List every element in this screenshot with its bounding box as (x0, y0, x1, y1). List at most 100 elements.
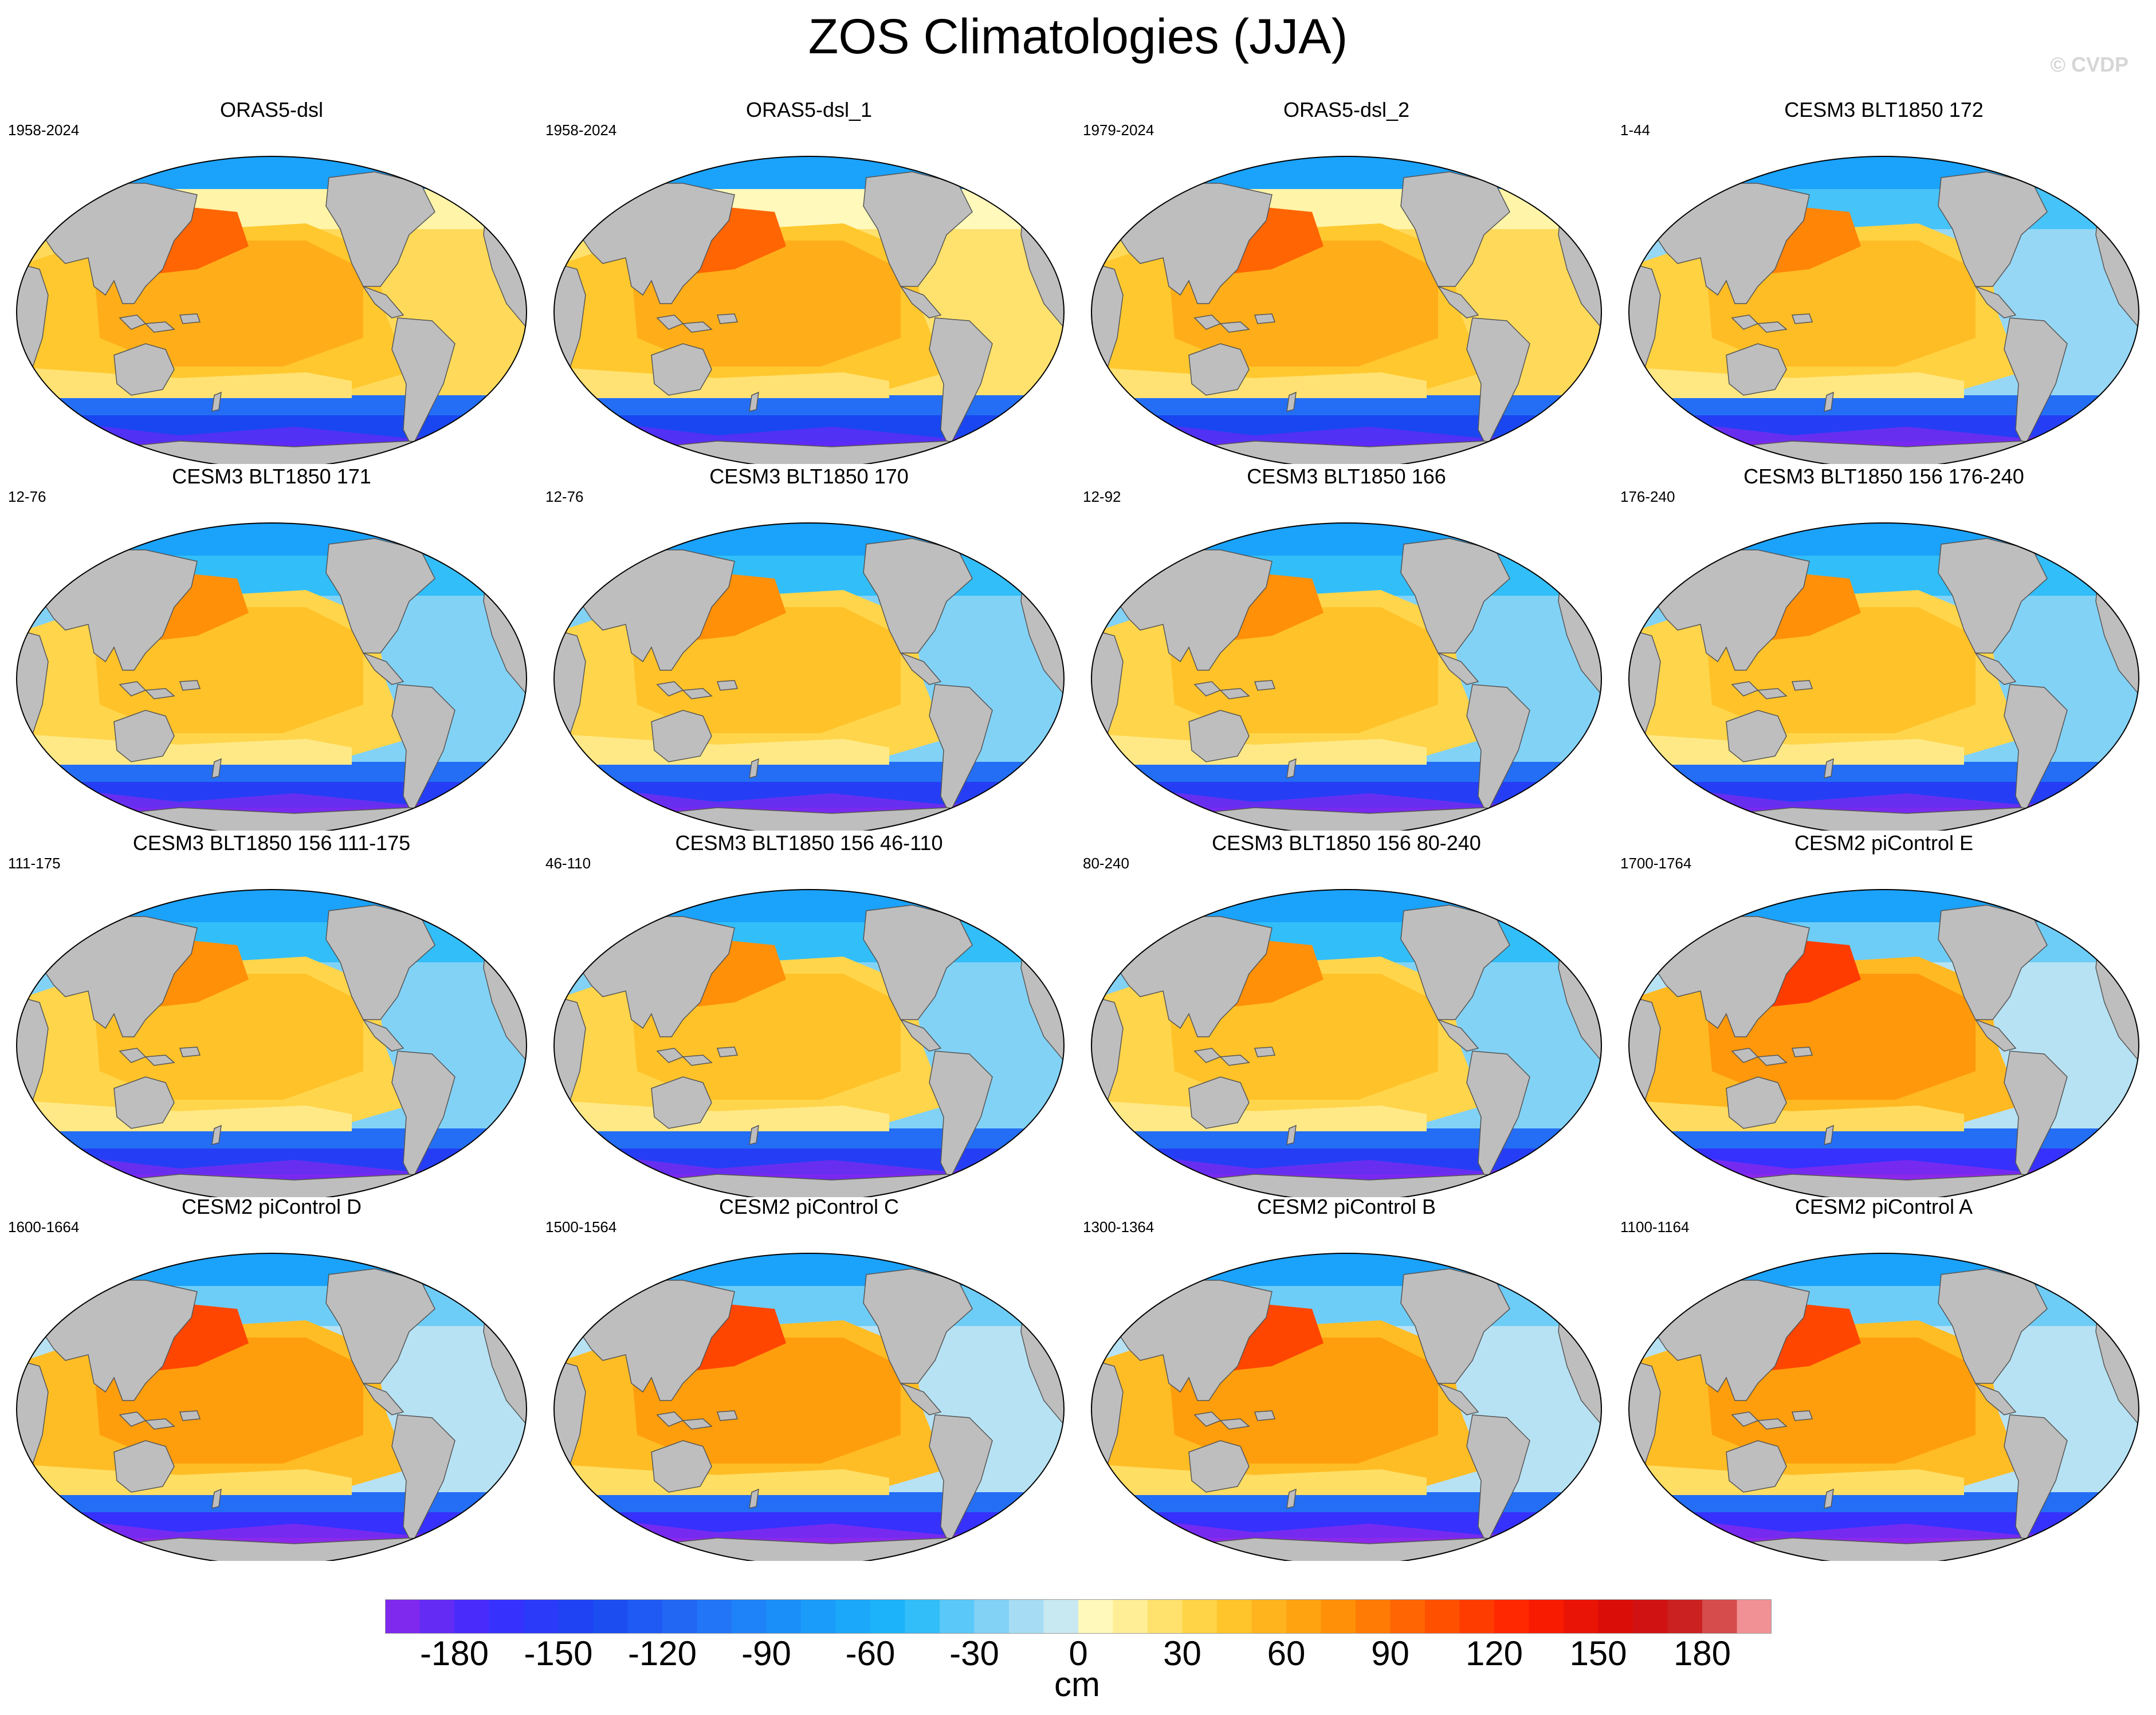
colorbar-segment (662, 1599, 697, 1634)
land-mass (1824, 1124, 1834, 1145)
land-mass (1437, 1018, 1479, 1052)
colorbar-segment (1217, 1599, 1252, 1634)
land-mass (1466, 684, 1530, 815)
map-outline (16, 156, 527, 464)
map-outline (1091, 1253, 1602, 1561)
panel-title: CESM3 BLT1850 156 111-175 (132, 831, 411, 855)
map-panel: CESM2 piControl A 1100-1164 (1620, 1194, 2147, 1561)
colorbar-tick-label: -90 (741, 1634, 791, 1673)
colorbar-segment (558, 1599, 594, 1634)
land-mass (2004, 684, 2068, 815)
land-mass (1757, 1418, 1788, 1430)
watermark: © CVDP (2050, 53, 2128, 76)
colorbar-segment (1182, 1599, 1218, 1634)
land-mass (179, 1410, 201, 1421)
land-mass (929, 317, 993, 448)
colorbar-segment (1425, 1599, 1460, 1634)
colorbar-segment (870, 1599, 905, 1634)
panel-title: ORAS5-dsl_2 (1283, 98, 1410, 121)
land-mass (1466, 317, 1530, 448)
land-mass (211, 758, 222, 778)
land-mass (1757, 1055, 1788, 1066)
land-mass (1219, 1418, 1250, 1430)
map-projection (1628, 889, 2139, 1197)
land-mass (362, 1382, 405, 1415)
map-projection (16, 156, 527, 464)
land-mass (443, 529, 484, 571)
panel-title: CESM3 BLT1850 171 (172, 465, 371, 488)
colorbar-segment (1078, 1599, 1113, 1634)
map-panel: CESM3 BLT1850 156 46-110 46-110 (545, 831, 1073, 1197)
land-mass (1437, 285, 1479, 318)
land-mass (1791, 313, 1813, 324)
ocean-band (1629, 156, 2139, 189)
land-mass (716, 1047, 739, 1057)
land-mass (682, 321, 713, 333)
colorbar (385, 1599, 1772, 1634)
map-panel: ORAS5-dsl 1958-2024 (8, 97, 535, 464)
colorbar-segment (1667, 1599, 1703, 1634)
map-projection (1628, 522, 2139, 831)
land-mass (1518, 529, 1559, 571)
land-mass (1791, 1410, 1813, 1421)
map-outline (553, 522, 1065, 831)
colorbar-segment (1633, 1599, 1668, 1634)
panel-year-range: 1979-2024 (1083, 121, 1154, 139)
colorbar-tick-label: 60 (1267, 1634, 1306, 1673)
colorbar-tick-label: -60 (845, 1634, 896, 1673)
land-mass (900, 285, 942, 318)
ocean-band (1091, 1253, 1601, 1286)
ocean-band (17, 395, 527, 415)
map-outline (1091, 156, 1602, 464)
colorbar-tick-label: 90 (1371, 1634, 1409, 1673)
panel-year-range: 1300-1364 (1083, 1218, 1154, 1236)
southern-subtropical-front (554, 1464, 889, 1495)
land-mass (1188, 710, 1250, 762)
ocean-band (1629, 1128, 2139, 1148)
land-mass (211, 1124, 222, 1145)
ocean-band (1629, 1492, 2139, 1512)
map-outline (1628, 522, 2139, 831)
panel-title: CESM2 piControl A (1794, 1195, 1973, 1218)
map-outline (1091, 889, 1602, 1197)
land-mass (1791, 680, 1813, 691)
panel-year-range: 176-240 (1620, 488, 1675, 505)
land-mass (1974, 652, 2017, 685)
land-mass (1824, 1488, 1834, 1509)
ocean-band (1091, 156, 1601, 189)
land-mass (1188, 343, 1250, 396)
ocean-band (554, 1128, 1064, 1148)
panel-year-range: 1600-1664 (8, 1218, 80, 1236)
land-mass (1824, 391, 1834, 412)
ocean-band (1091, 890, 1601, 922)
colorbar-segment (1529, 1599, 1564, 1634)
land-mass (1791, 1047, 1813, 1057)
land-mass (1974, 1018, 2017, 1052)
land-mass (929, 1051, 993, 1181)
map-outline (553, 889, 1065, 1197)
map-panel: ORAS5-dsl_1 1958-2024 (545, 97, 1073, 464)
southern-subtropical-front (554, 367, 889, 398)
land-mass (1726, 343, 1787, 396)
map-panel: CESM3 BLT1850 172 1-44 (1620, 97, 2147, 464)
southern-subtropical-front (17, 1464, 352, 1495)
land-mass (1254, 313, 1276, 324)
map-panel: CESM2 piControl D 1600-1664 (8, 1194, 535, 1561)
land-mass (749, 1124, 759, 1145)
panel-title: CESM3 BLT1850 156 80-240 (1212, 831, 1481, 855)
southern-subtropical-front (1629, 1464, 1964, 1495)
colorbar-units-label: cm (1054, 1665, 1100, 1704)
ocean-band (17, 523, 527, 556)
southern-subtropical-front (1091, 1464, 1427, 1495)
land-mass (651, 710, 712, 762)
map-projection (16, 1253, 527, 1561)
map-panel: CESM3 BLT1850 156 176-240 176-240 (1620, 464, 2147, 831)
land-mass (1974, 1382, 2017, 1415)
colorbar-segment (1286, 1599, 1321, 1634)
map-panel: CESM3 BLT1850 156 111-175 111-175 (8, 831, 535, 1197)
land-mass (980, 163, 1022, 204)
land-mass (980, 529, 1022, 571)
ocean-band (554, 523, 1064, 556)
colorbar-segment (1356, 1599, 1391, 1634)
ocean-band (1629, 395, 2139, 415)
